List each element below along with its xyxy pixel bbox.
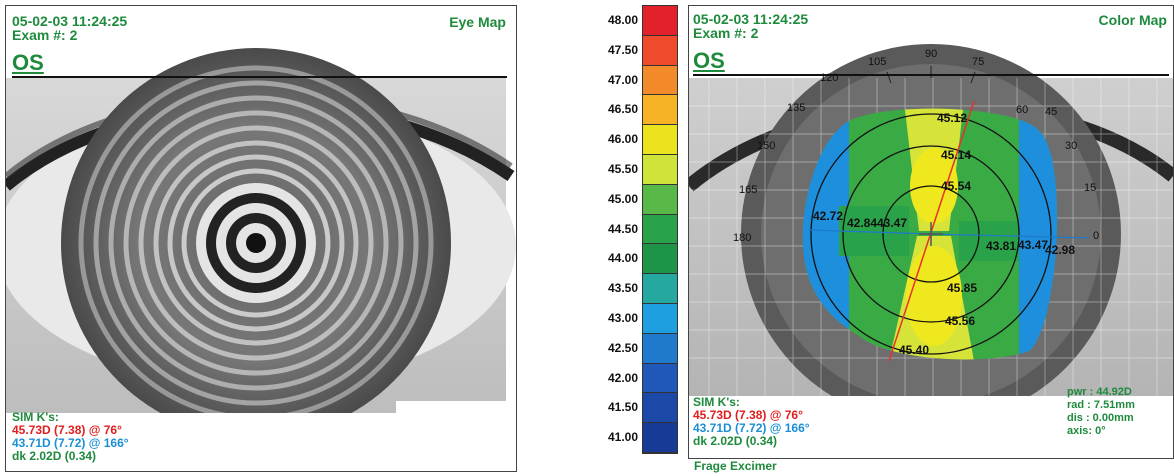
map-value-label: 45.85 (947, 281, 978, 295)
scale-label: 47.00 (607, 72, 638, 87)
map-value-label: 42.98 (1045, 243, 1076, 257)
left-dk: dk 2.02D (0.34) (12, 449, 97, 463)
axis-degree-label: 120 (820, 72, 839, 84)
scale-label: 48.00 (607, 12, 638, 27)
pwr-readout: pwr : 44.92D (1067, 386, 1132, 398)
color-map-panel: 05-02-03 11:24:25 Exam #: 2 OS Color Map… (688, 5, 1174, 459)
eye-map-panel: 05-02-03 11:24:25 Exam #: 2 OS Eye Map S… (5, 5, 517, 472)
axis-readout: axis: 0° (1067, 425, 1106, 437)
map-value-label: 45.14 (941, 148, 972, 162)
axis-degree-label: 75 (972, 56, 985, 68)
axis-degree-label: 45 (1045, 106, 1058, 118)
right-sim-title: SIM K's: (693, 395, 740, 409)
map-value-label: 43.81 (986, 239, 1017, 253)
scale-label: 43.50 (607, 281, 638, 296)
scale-swatch (643, 184, 677, 215)
right-sim-k2: 43.71D (7.72) @ 166° (693, 421, 810, 435)
right-exam-number: Exam #: 2 (693, 25, 759, 41)
map-value-label: 42.72 (813, 209, 844, 223)
scale-label: 42.00 (607, 370, 638, 385)
right-timestamp: 05-02-03 11:24:25 (693, 11, 809, 27)
scale-label: 41.50 (607, 400, 638, 415)
dis-readout: dis : 0.00mm (1067, 412, 1134, 424)
right-sim-k1: 45.73D (7.38) @ 76° (693, 408, 803, 422)
scale-label: 42.50 (607, 340, 638, 355)
scale-swatch (643, 95, 677, 126)
map-value-label: 43.47 (877, 216, 908, 230)
scale-swatch (643, 65, 677, 96)
scale-swatch (643, 35, 677, 66)
axis-degree-label: 105 (868, 56, 887, 68)
scale-swatch (643, 244, 677, 275)
map-value-label: 45.54 (941, 179, 972, 193)
left-exam-number: Exam #: 2 (12, 27, 78, 43)
color-scale-bar (642, 5, 678, 454)
scale-label: 44.00 (607, 251, 638, 266)
axis-degree-label: 0 (1093, 230, 1100, 242)
map-value-label: 42.84 (847, 216, 878, 230)
scale-label: 44.50 (607, 221, 638, 236)
scale-swatch (643, 6, 677, 36)
scale-label: 43.00 (607, 310, 638, 325)
left-sim-k1: 45.73D (7.38) @ 76° (12, 423, 122, 437)
right-header-rule (693, 74, 1169, 76)
scale-swatch (643, 333, 677, 364)
axis-degree-label: 135 (787, 102, 806, 114)
scale-label: 41.00 (607, 430, 638, 445)
left-panel-title: Eye Map (449, 14, 506, 30)
scale-swatch (643, 125, 677, 155)
axis-degree-label: 150 (757, 140, 776, 152)
right-dk: dk 2.02D (0.34) (693, 434, 778, 448)
eye-map-image (6, 48, 516, 471)
left-sim-k2: 43.71D (7.72) @ 166° (12, 436, 129, 450)
axis-degree-label: 15 (1084, 182, 1097, 194)
scale-swatch (643, 214, 677, 245)
left-header-rule (12, 76, 507, 78)
scale-label: 46.50 (607, 102, 638, 117)
scale-swatch (643, 274, 677, 304)
scale-swatch (643, 393, 677, 424)
scale-swatch (643, 304, 677, 334)
axis-degree-label: 60 (1016, 104, 1029, 116)
right-eye-label: OS (693, 48, 725, 73)
map-value-label: 45.40 (899, 343, 930, 357)
scale-swatch (643, 155, 677, 185)
color-map-image (689, 44, 1173, 458)
map-value-label: 43.47 (1018, 238, 1049, 252)
rad-readout: rad : 7.51mm (1067, 399, 1135, 411)
scale-label: 45.00 (607, 191, 638, 206)
axis-degree-label: 30 (1065, 140, 1078, 152)
left-eye-label: OS (12, 50, 44, 75)
right-panel-title: Color Map (1098, 12, 1167, 28)
axis-degree-label: 180 (733, 232, 752, 244)
scale-label: 46.00 (607, 132, 638, 147)
map-value-label: 45.12 (937, 111, 968, 125)
scale-swatch (643, 363, 677, 394)
map-value-label: 45.56 (945, 314, 976, 328)
scale-label: 47.50 (607, 42, 638, 57)
left-sim-title: SIM K's: (12, 410, 59, 424)
axis-degree-label: 165 (739, 184, 758, 196)
right-footer-label: Frage Excimer (694, 459, 777, 473)
crosshair-icon (919, 222, 943, 246)
scale-swatch (643, 423, 677, 453)
axis-degree-label: 90 (925, 48, 938, 60)
scale-label: 45.50 (607, 161, 638, 176)
color-scale: 48.00 47.50 47.00 46.50 46.00 45.50 45.00 44.50… (592, 5, 682, 455)
left-timestamp: 05-02-03 11:24:25 (12, 13, 128, 29)
